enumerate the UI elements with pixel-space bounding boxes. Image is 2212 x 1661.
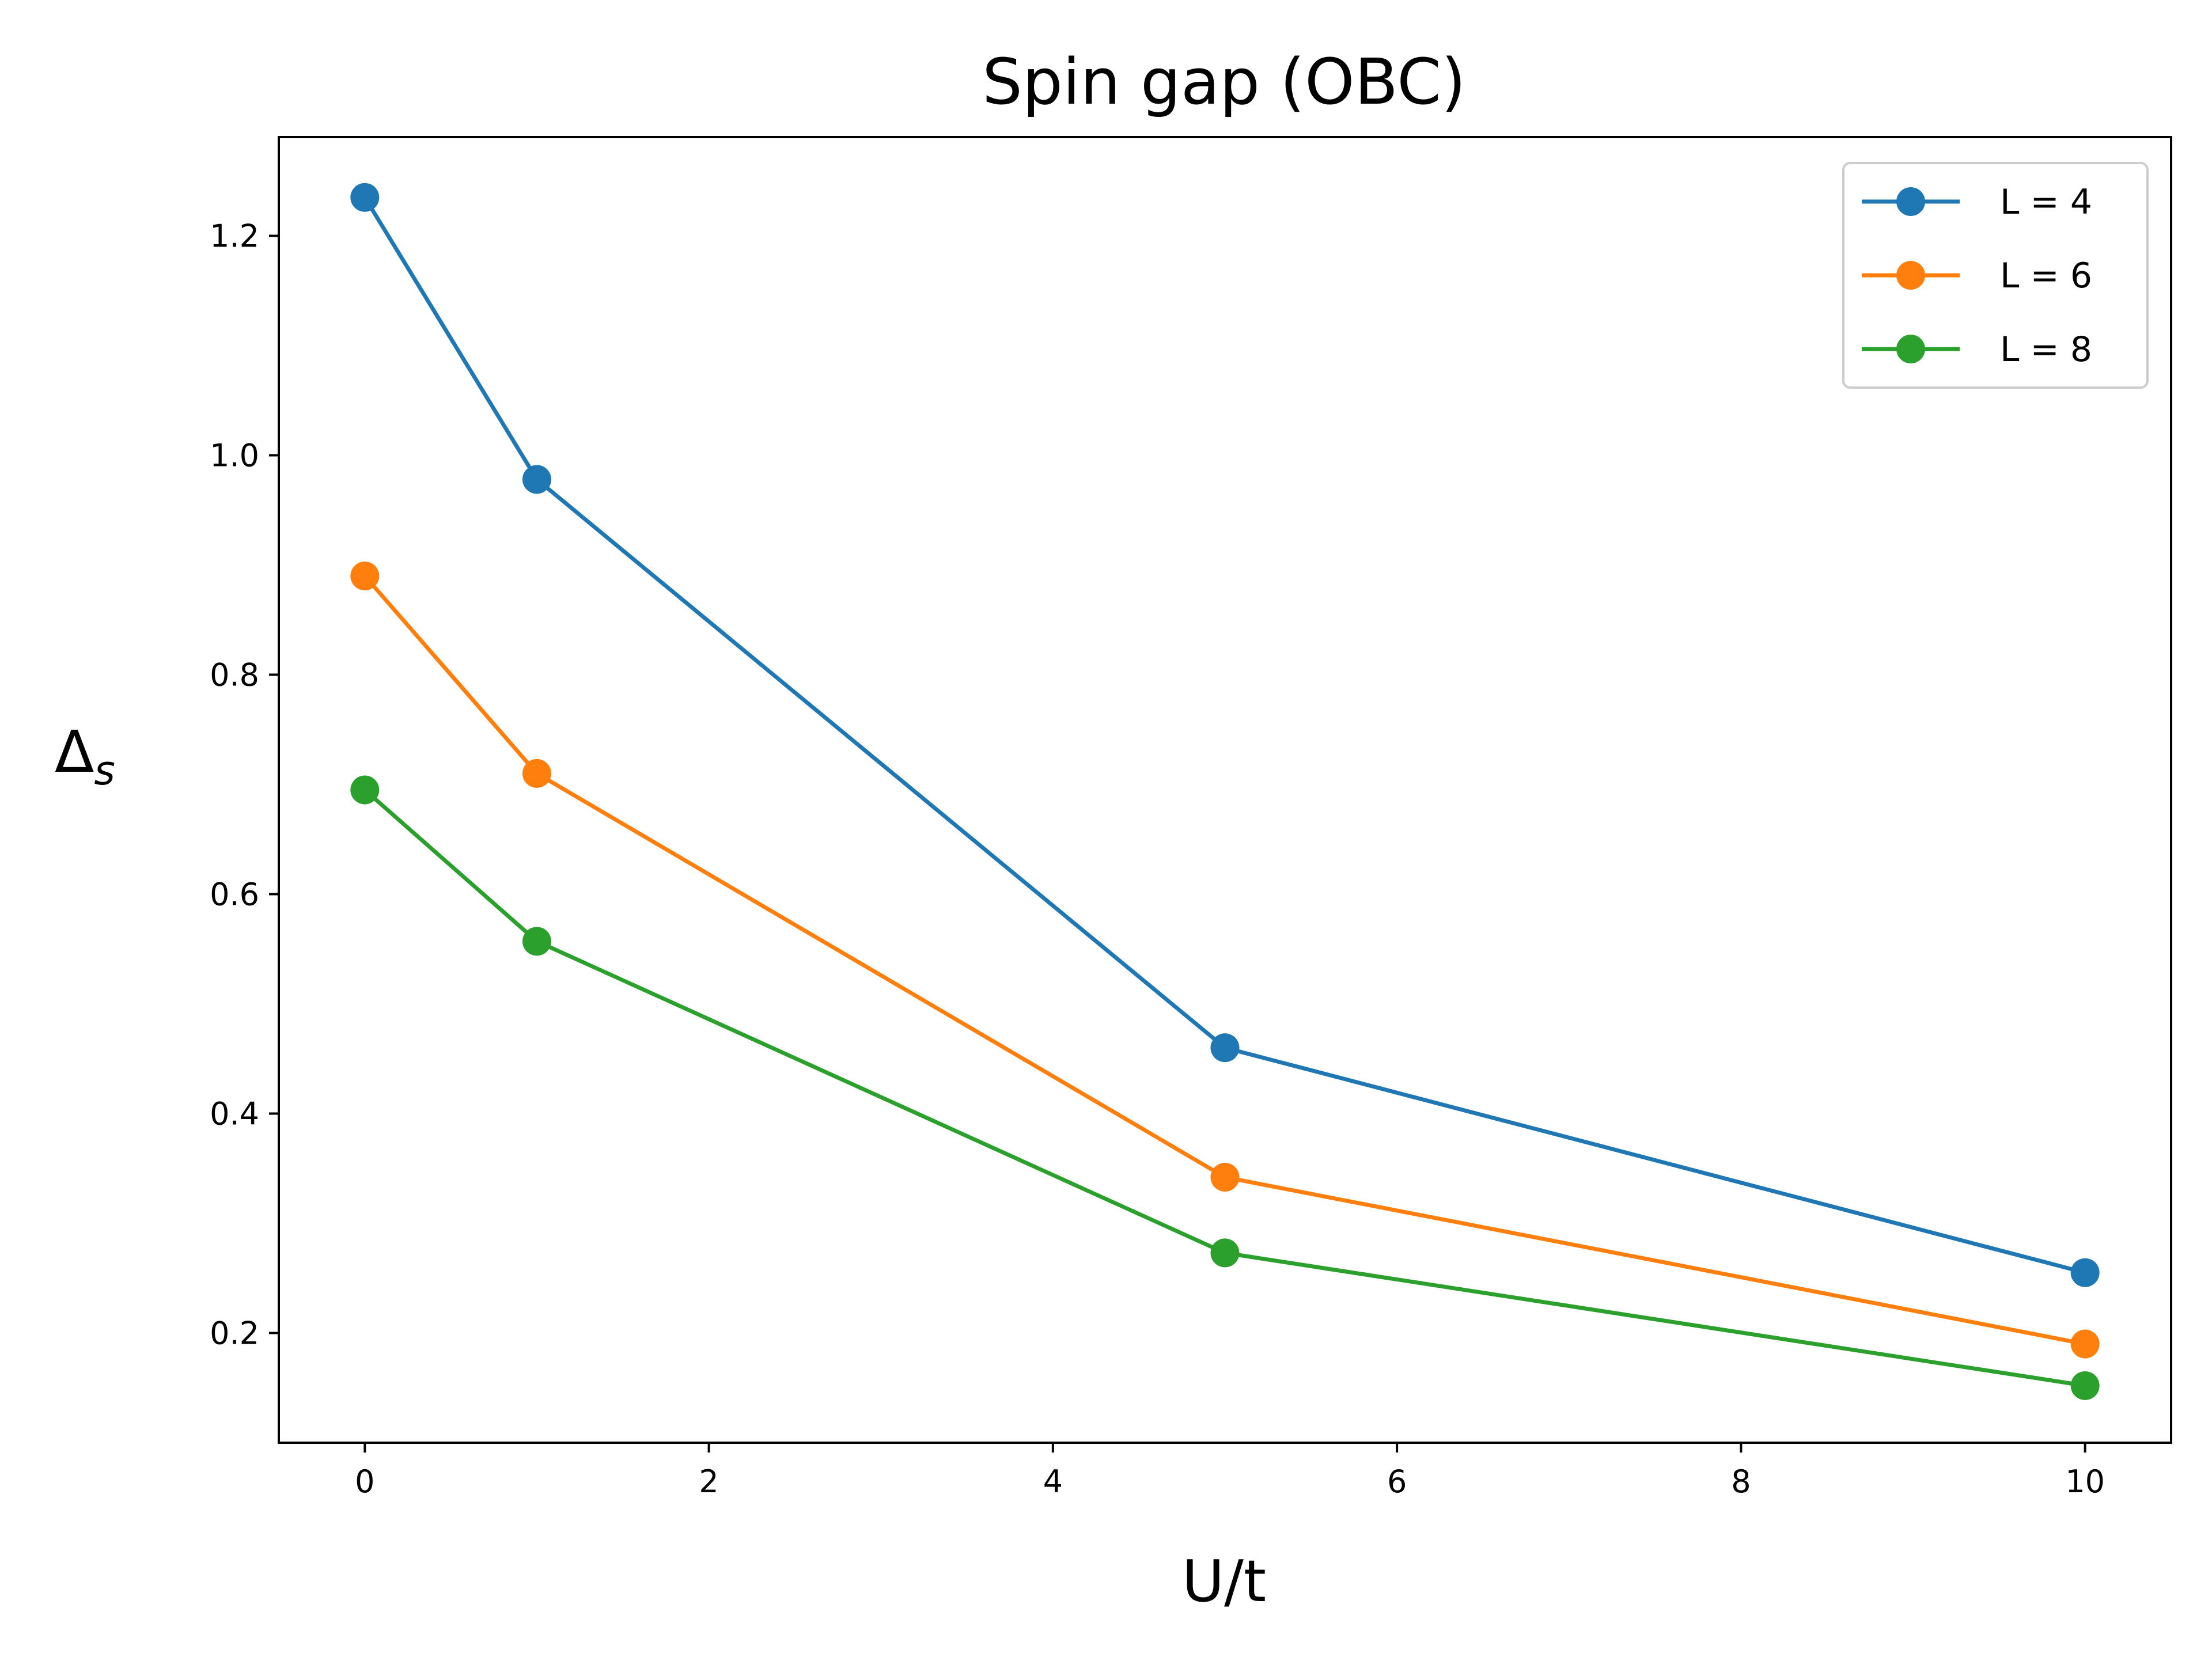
data-point: [350, 775, 380, 805]
series-line: [362, 194, 2088, 1275]
data-point: [522, 759, 551, 788]
x-tick-label: 10: [2065, 1463, 2105, 1500]
x-tick-label: 8: [1731, 1463, 1751, 1500]
x-tick-label: 2: [699, 1463, 718, 1500]
legend: L = 4 L = 6 L = 8: [1842, 162, 2149, 389]
data-point: [2070, 1329, 2100, 1359]
series-line: [362, 573, 2088, 1347]
y-tick-label: 0.2: [210, 1315, 259, 1351]
legend-marker: [1896, 187, 1925, 216]
data-point: [2070, 1371, 2100, 1400]
legend-label: L = 4: [2000, 182, 2092, 222]
y-tick-label: 0.4: [210, 1095, 259, 1132]
chart-title: Spin gap (OBC): [982, 45, 1466, 119]
x-tick-label: 6: [1387, 1463, 1407, 1500]
data-point: [2070, 1258, 2100, 1287]
data-point: [350, 562, 380, 591]
series-2: [350, 562, 2100, 1359]
data-series: [350, 183, 2100, 1400]
series-line: [362, 787, 2088, 1388]
legend-label: L = 8: [2000, 329, 2092, 370]
data-point: [1210, 1033, 1240, 1063]
data-point: [522, 465, 551, 494]
y-tick-label: 0.6: [210, 876, 259, 912]
y-tick-label: 1.2: [210, 218, 259, 254]
y-axis-label: Δs: [55, 718, 115, 794]
y-axis-label-subscript: s: [94, 747, 115, 794]
legend-label: L = 6: [2000, 256, 2092, 296]
legend-item: L = 4: [1862, 182, 2092, 222]
data-point: [522, 927, 551, 956]
x-tick-label: 0: [355, 1463, 374, 1500]
data-point: [1210, 1238, 1240, 1268]
x-axis-label: U/t: [1182, 1548, 1266, 1615]
legend-box: [1842, 162, 2149, 389]
data-point: [350, 183, 380, 212]
y-axis-label-main: Δ: [55, 718, 94, 786]
axis-ticks: 0 2 4 6 8 10 0.2 0.4 0.6 0.8 1.0 1.2: [210, 218, 2105, 1500]
y-tick-label: 1.0: [210, 437, 259, 473]
series-1: [350, 183, 2100, 1287]
legend-marker: [1896, 335, 1925, 363]
data-point: [1210, 1162, 1240, 1192]
legend-item: L = 8: [1862, 329, 2092, 370]
plot-frame: [278, 136, 2172, 1444]
x-tick-label: 4: [1043, 1463, 1063, 1500]
series-3: [350, 775, 2100, 1400]
legend-item: L = 6: [1862, 256, 2092, 296]
legend-marker: [1896, 261, 1925, 290]
y-tick-label: 0.8: [210, 657, 259, 693]
